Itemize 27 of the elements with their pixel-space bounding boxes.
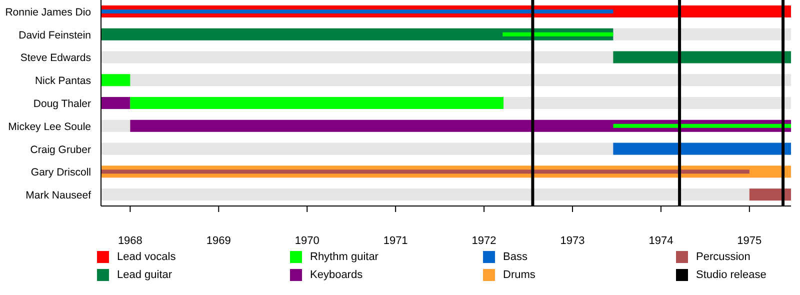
- y-tick-label: Nick Pantas: [34, 75, 91, 88]
- x-tick-label: 1973: [560, 234, 585, 247]
- y-tick-label: Doug Thaler: [33, 98, 92, 110]
- x-tick-label: 1968: [118, 234, 142, 247]
- y-tick-label: Craig Gruber: [30, 144, 92, 156]
- legend-label: Studio release: [696, 269, 766, 281]
- y-tick-label: Steve Edwards: [20, 52, 91, 64]
- legend-label: Rhythm guitar: [310, 251, 378, 263]
- bar: [101, 97, 130, 109]
- bar: [613, 51, 791, 64]
- y-tick-label: Mark Nauseef: [26, 190, 92, 202]
- x-tick-label: 1971: [383, 234, 408, 247]
- y-tick-label: Ronnie James Dio: [5, 6, 92, 18]
- y-tick-label: Gary Driscoll: [30, 166, 91, 179]
- legend-label: Bass: [503, 251, 528, 263]
- legend-label: Lead guitar: [117, 269, 172, 281]
- legend-label: Keyboards: [310, 269, 363, 281]
- y-tick-label: Mickey Lee Soule: [8, 120, 92, 133]
- legend-label: Lead vocals: [117, 251, 176, 263]
- legend-label: Percussion: [696, 251, 750, 263]
- x-tick-label: 1974: [648, 234, 674, 247]
- legend-label: Drums: [503, 269, 536, 281]
- x-tick-label: 1970: [294, 234, 320, 247]
- x-tick-label: 1975: [737, 234, 762, 247]
- x-tick-label: 1972: [472, 234, 496, 247]
- y-tick-label: David Feinstein: [18, 29, 92, 42]
- x-tick-label: 1969: [206, 234, 231, 247]
